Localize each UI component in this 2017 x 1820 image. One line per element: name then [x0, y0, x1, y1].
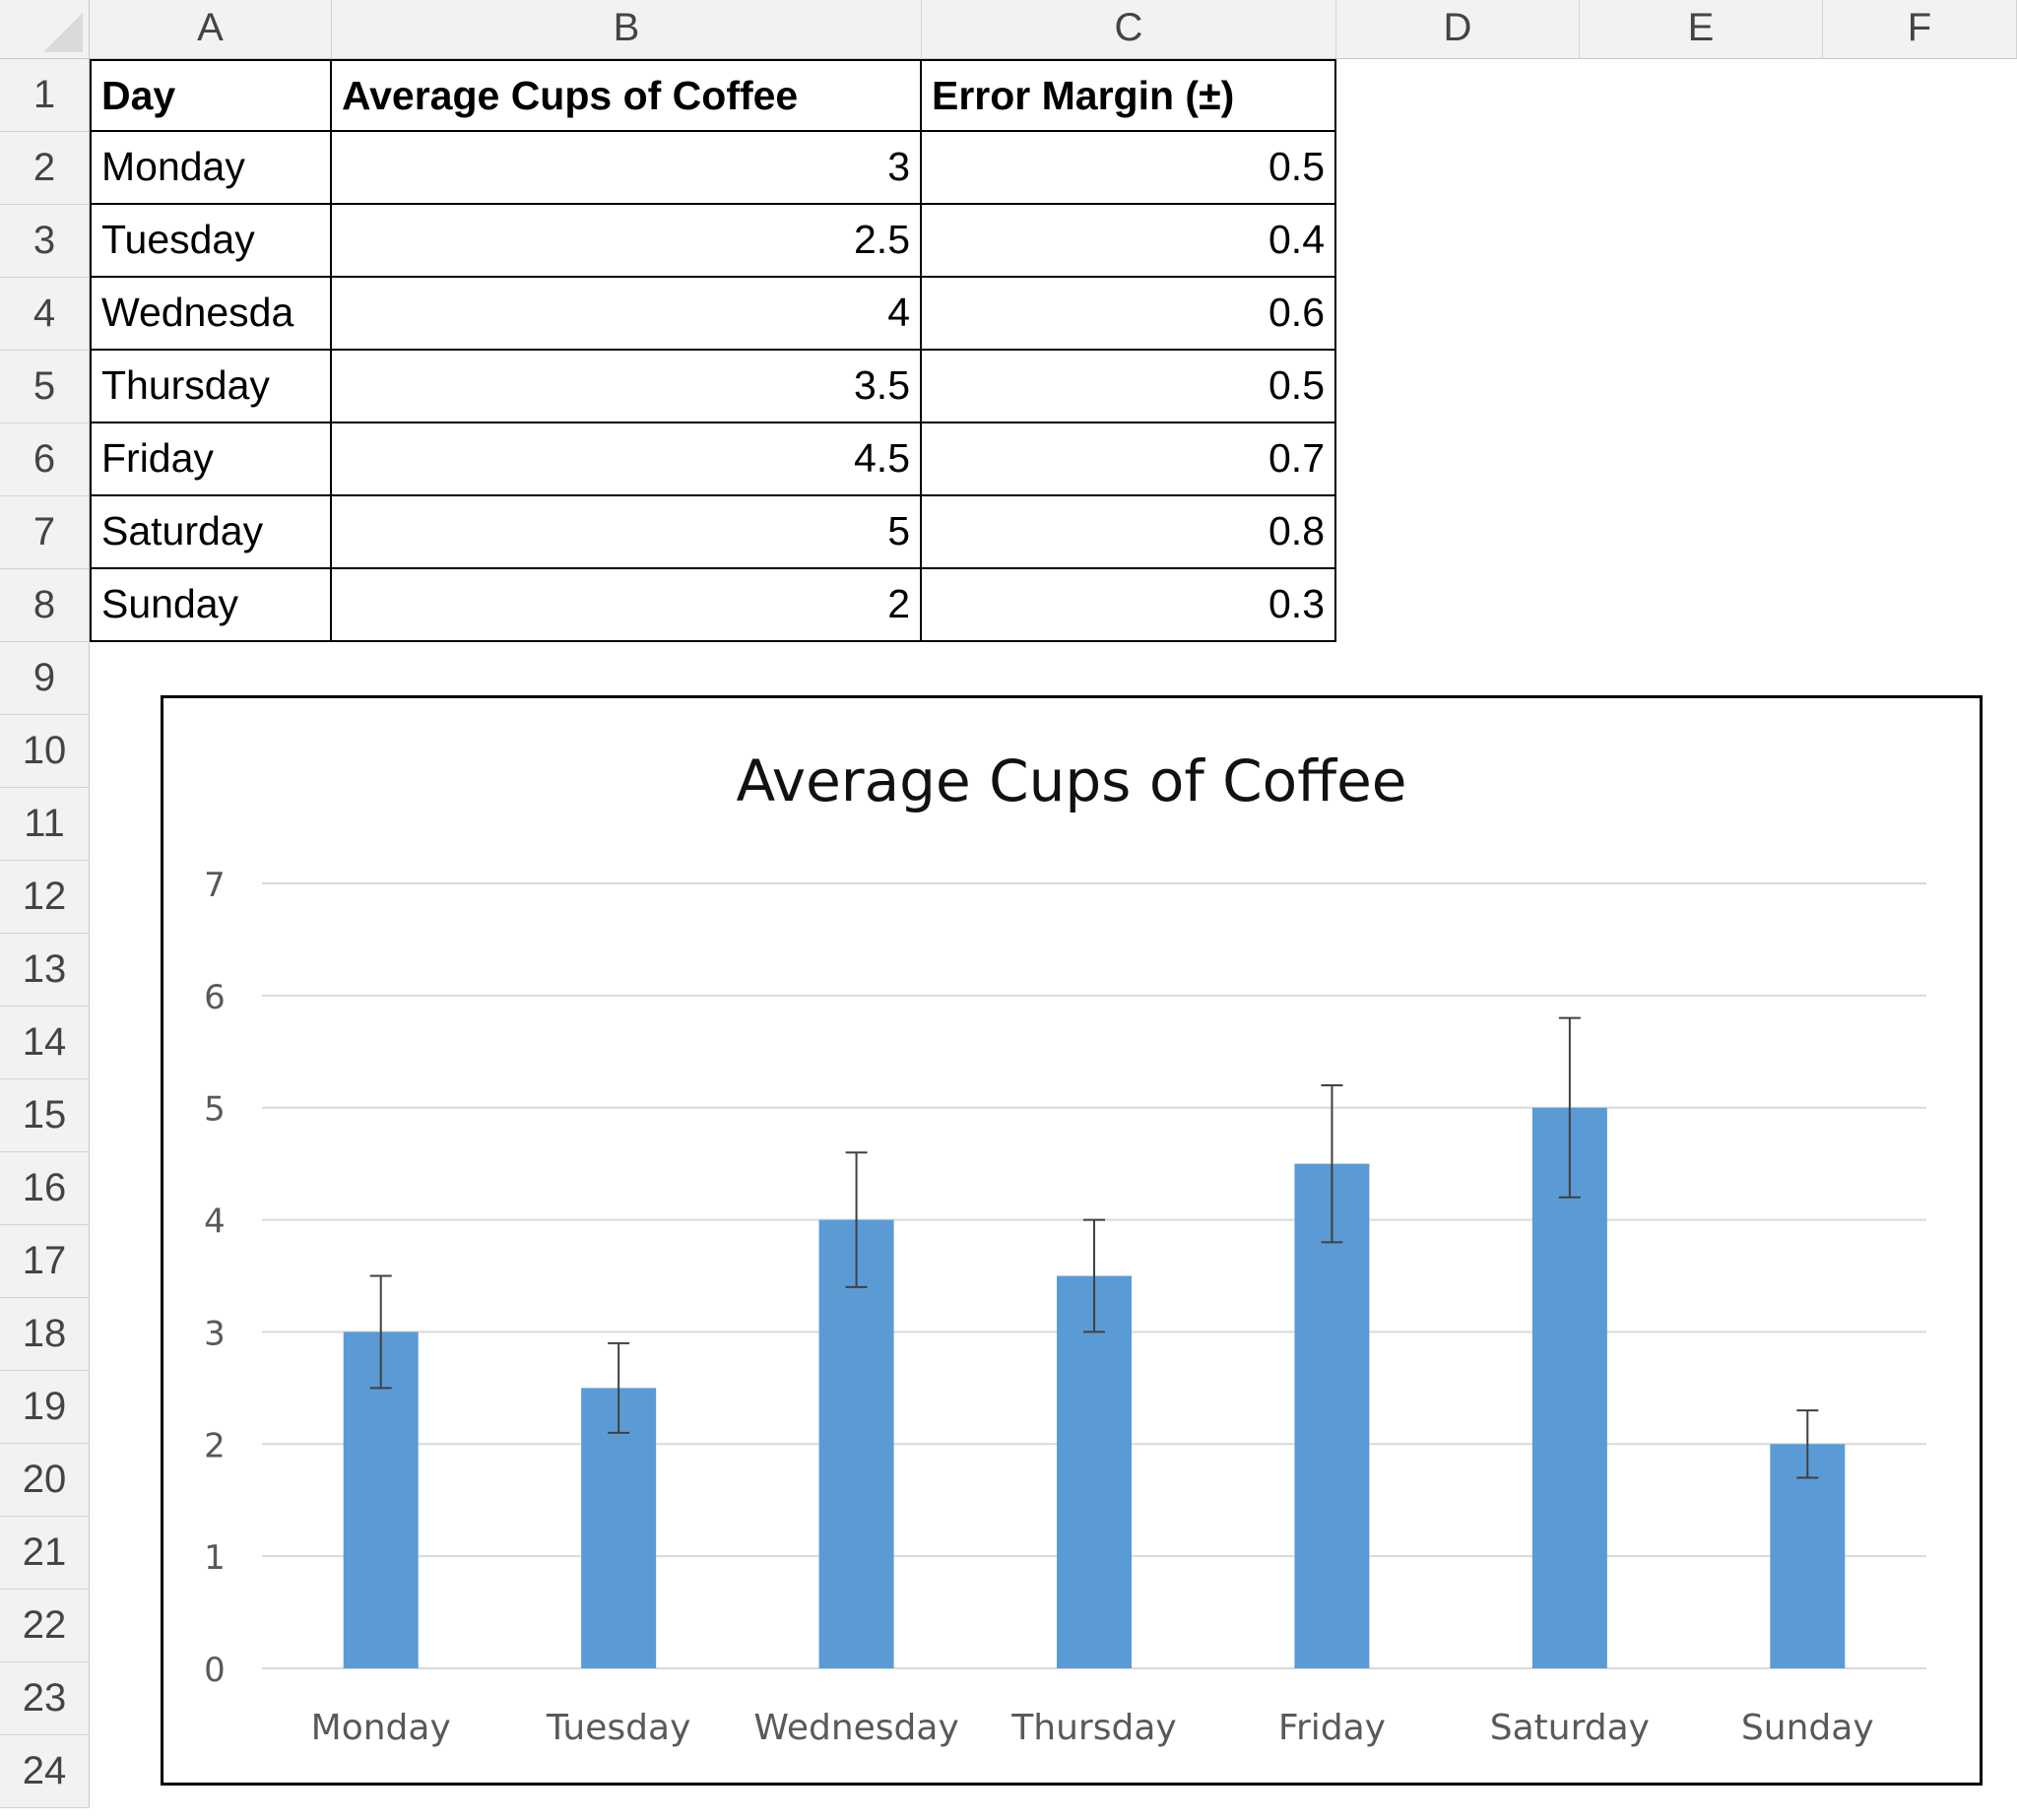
row-header-20[interactable]: 20: [0, 1444, 90, 1517]
y-tick-label-4: 4: [204, 1202, 226, 1242]
cell-error-margin-row-7[interactable]: 0.8: [922, 496, 1336, 569]
x-tick-label-tuesday: Tuesday: [546, 1708, 690, 1748]
row-header-10[interactable]: 10: [0, 715, 90, 788]
cell-day-row-7[interactable]: Saturday: [90, 496, 332, 569]
select-all-corner[interactable]: [0, 0, 90, 59]
row-header-6[interactable]: 6: [0, 423, 90, 496]
header-cell-day[interactable]: Day: [90, 59, 332, 132]
bar-thursday: [1057, 1275, 1132, 1668]
x-tick-label-sunday: Sunday: [1741, 1708, 1874, 1748]
cell-day-row-5[interactable]: Thursday: [90, 351, 332, 423]
chart-title: Average Cups of Coffee: [736, 748, 1407, 814]
cell-day-row-3[interactable]: Tuesday: [90, 205, 332, 278]
cell-day-row-6[interactable]: Friday: [90, 423, 332, 496]
cell-avg-cups-row-5[interactable]: 3.5: [332, 351, 922, 423]
column-header-e[interactable]: E: [1580, 0, 1823, 59]
cell-error-margin-row-8[interactable]: 0.3: [922, 569, 1336, 642]
cell-day-row-2[interactable]: Monday: [90, 132, 332, 205]
row-header-3[interactable]: 3: [0, 205, 90, 278]
bar-tuesday: [581, 1388, 657, 1668]
row-header-11[interactable]: 11: [0, 788, 90, 861]
bar-chart[interactable]: Average Cups of Coffee 0 1 2 3 4 5 6 7 Monday Tue…: [161, 695, 1983, 1786]
row-header-5[interactable]: 5: [0, 351, 90, 423]
chart-plot-area: 0 1 2 3 4 5 6 7 Monday Tuesday Wednesday Thursday Fr…: [204, 866, 1926, 1748]
column-header-b[interactable]: B: [332, 0, 922, 59]
bar-wednesday: [818, 1219, 894, 1668]
row-header-1[interactable]: 1: [0, 59, 90, 132]
column-header-d[interactable]: D: [1336, 0, 1580, 59]
column-header-a[interactable]: A: [90, 0, 332, 59]
cell-error-margin-row-3[interactable]: 0.4: [922, 205, 1336, 278]
bar-saturday: [1531, 1107, 1607, 1668]
x-tick-label-monday: Monday: [311, 1708, 451, 1748]
x-tick-label-saturday: Saturday: [1490, 1708, 1650, 1748]
row-header-18[interactable]: 18: [0, 1298, 90, 1371]
cell-error-margin-row-2[interactable]: 0.5: [922, 132, 1336, 205]
row-header-4[interactable]: 4: [0, 278, 90, 351]
cell-error-margin-row-6[interactable]: 0.7: [922, 423, 1336, 496]
cell-avg-cups-row-7[interactable]: 5: [332, 496, 922, 569]
row-header-24[interactable]: 24: [0, 1735, 90, 1808]
column-header-f[interactable]: F: [1823, 0, 2017, 59]
row-header-12[interactable]: 12: [0, 861, 90, 934]
cell-day-row-4[interactable]: Wednesda: [90, 278, 332, 351]
y-tick-label-6: 6: [204, 978, 226, 1017]
x-tick-label-thursday: Thursday: [1010, 1708, 1176, 1748]
cell-avg-cups-row-8[interactable]: 2: [332, 569, 922, 642]
bar-friday: [1294, 1163, 1370, 1668]
row-header-9[interactable]: 9: [0, 642, 90, 715]
bar-sunday: [1770, 1444, 1846, 1668]
cell-avg-cups-row-3[interactable]: 2.5: [332, 205, 922, 278]
row-header-16[interactable]: 16: [0, 1152, 90, 1225]
cell-day-row-8[interactable]: Sunday: [90, 569, 332, 642]
column-header-c[interactable]: C: [922, 0, 1336, 59]
y-tick-label-2: 2: [204, 1426, 226, 1465]
y-tick-label-1: 1: [204, 1538, 226, 1578]
cell-avg-cups-row-2[interactable]: 3: [332, 132, 922, 205]
header-cell-error-margin[interactable]: Error Margin (±): [922, 59, 1336, 132]
cell-error-margin-row-5[interactable]: 0.5: [922, 351, 1336, 423]
row-header-2[interactable]: 2: [0, 132, 90, 205]
row-header-13[interactable]: 13: [0, 934, 90, 1007]
row-header-15[interactable]: 15: [0, 1079, 90, 1152]
row-header-23[interactable]: 23: [0, 1662, 90, 1735]
header-cell-avg-cups[interactable]: Average Cups of Coffee: [332, 59, 922, 132]
row-header-7[interactable]: 7: [0, 496, 90, 569]
row-header-22[interactable]: 22: [0, 1590, 90, 1662]
y-tick-label-0: 0: [204, 1651, 226, 1690]
cell-error-margin-row-4[interactable]: 0.6: [922, 278, 1336, 351]
y-tick-label-3: 3: [204, 1314, 226, 1353]
row-header-17[interactable]: 17: [0, 1225, 90, 1298]
cell-avg-cups-row-4[interactable]: 4: [332, 278, 922, 351]
select-all-triangle-icon: [43, 13, 83, 52]
x-tick-label-friday: Friday: [1278, 1708, 1386, 1748]
row-header-21[interactable]: 21: [0, 1517, 90, 1590]
x-tick-label-wednesday: Wednesday: [753, 1708, 958, 1748]
row-header-14[interactable]: 14: [0, 1007, 90, 1079]
cell-avg-cups-row-6[interactable]: 4.5: [332, 423, 922, 496]
y-tick-label-5: 5: [204, 1090, 226, 1130]
y-tick-label-7: 7: [204, 866, 226, 905]
row-header-19[interactable]: 19: [0, 1371, 90, 1444]
row-header-8[interactable]: 8: [0, 569, 90, 642]
